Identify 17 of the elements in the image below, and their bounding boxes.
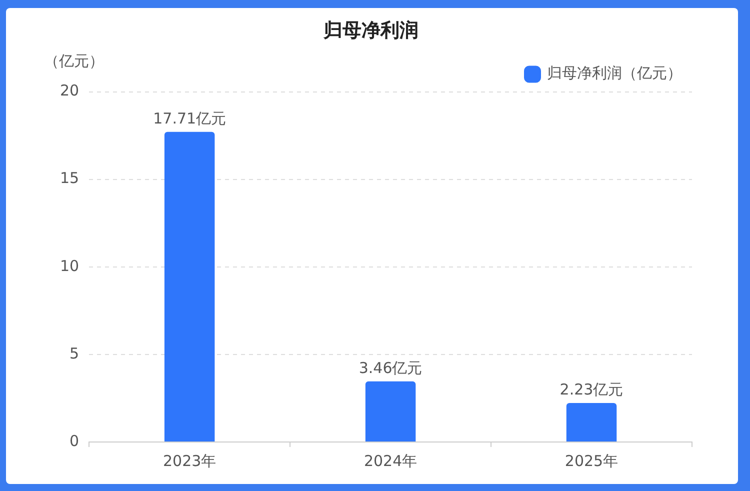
chart-title: 归母净利润	[322, 19, 418, 42]
bar	[365, 381, 416, 442]
y-axis-title: （亿元）	[44, 52, 104, 71]
x-tick-label: 2025年	[564, 452, 618, 470]
y-tick-label: 0	[70, 432, 80, 450]
legend-label: 归母净利润（亿元）	[547, 64, 682, 82]
x-tick-label: 2024年	[364, 452, 418, 470]
y-tick-label: 10	[60, 256, 80, 275]
x-tick-label: 2023年	[162, 452, 216, 470]
data-label: 2.23亿元	[560, 380, 624, 398]
data-label: 3.46亿元	[358, 358, 422, 377]
data-label: 17.71亿元	[153, 109, 226, 128]
y-tick-label: 20	[60, 82, 80, 100]
y-tick-label: 15	[60, 169, 80, 188]
y-tick-label: 5	[70, 344, 80, 362]
bar	[164, 132, 215, 442]
bar	[566, 402, 617, 442]
